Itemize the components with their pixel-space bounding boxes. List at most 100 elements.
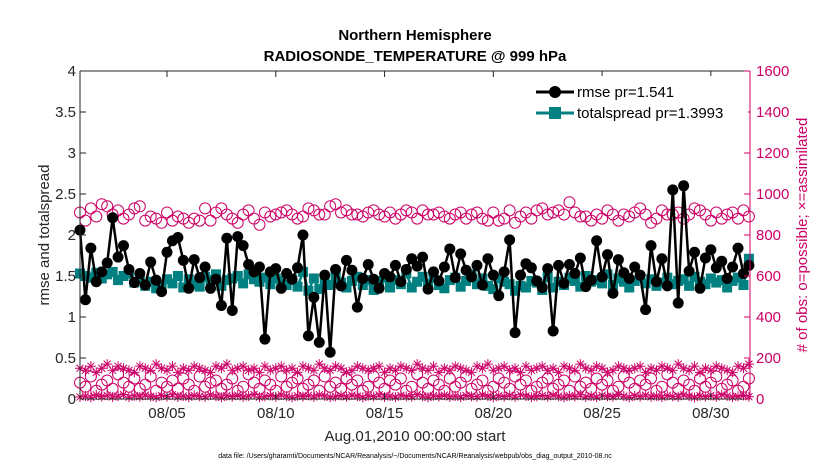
rmse-point: [732, 242, 744, 254]
x-tick-label: 08/05: [148, 405, 186, 422]
totalspread-point: [684, 280, 695, 291]
y-tick-label: 2: [68, 227, 76, 244]
rmse-point: [743, 259, 755, 271]
rmse-point: [384, 271, 396, 283]
rmse-point: [351, 301, 363, 313]
rmse-point: [487, 269, 499, 281]
obs-assimilated-point: [689, 392, 700, 403]
obs-possible-point: [558, 374, 571, 387]
totalspread-point: [259, 272, 270, 283]
totalspread-point: [352, 271, 363, 282]
totalspread-point: [412, 276, 423, 287]
totalspread-point: [727, 275, 738, 286]
y2-tick-label: 1600: [756, 63, 789, 80]
obs-possible-point: [112, 204, 125, 217]
rmse-point: [515, 269, 527, 281]
rmse-point: [134, 268, 146, 280]
obs-possible-point: [476, 374, 489, 387]
rmse-point: [607, 287, 619, 299]
y2-axis-label: # of obs: o=possible; ×=assimilated: [794, 118, 811, 353]
rmse-point: [634, 269, 646, 281]
obs-assimilated-point: [102, 359, 113, 370]
totalspread-point: [743, 253, 754, 264]
rmse-point: [683, 265, 695, 277]
rmse-point: [705, 244, 717, 256]
totalspread-point: [428, 272, 439, 283]
rmse-point: [661, 280, 673, 292]
obs-assimilated-point: [412, 359, 423, 370]
obs-assimilated-point: [423, 365, 434, 376]
totalspread-point: [325, 280, 336, 291]
rmse-point: [694, 282, 706, 294]
rmse-point: [297, 229, 309, 241]
rmse-point: [373, 282, 385, 294]
totalspread-point: [390, 275, 401, 286]
x-tick-label: 08/15: [366, 405, 404, 422]
x-tick-label: 08/10: [257, 405, 295, 422]
obs-assimilated-point: [499, 361, 510, 372]
totalspread-point: [270, 273, 281, 284]
obs-assimilated-point: [531, 391, 542, 402]
rmse-point: [253, 261, 265, 273]
rmse-point: [308, 291, 320, 303]
rmse-point: [422, 283, 434, 295]
obs-possible-point: [101, 374, 114, 387]
obs-possible-point: [84, 202, 97, 215]
rmse-point: [656, 253, 668, 265]
legend: rmse pr=1.541 totalspread pr=1.3993: [530, 76, 748, 128]
obs-assimilated-point: [96, 363, 107, 374]
rmse-point: [226, 304, 238, 316]
totalspread-point: [520, 282, 531, 293]
totalspread-point: [705, 273, 716, 284]
totalspread-point: [346, 275, 357, 286]
rmse-point: [542, 263, 554, 275]
obs-assimilated-point: [140, 363, 151, 374]
totalspread-point: [548, 282, 559, 293]
obs-assimilated-point: [743, 359, 754, 370]
rmse-point: [411, 260, 423, 272]
obs-assimilated-point: [249, 363, 260, 374]
totalspread-point: [689, 271, 700, 282]
rmse-point: [400, 263, 412, 275]
obs-assimilated-point: [624, 392, 635, 403]
obs-assimilated-point: [167, 361, 178, 372]
totalspread-point: [292, 281, 303, 292]
obs-possible-point: [209, 374, 222, 387]
rmse-point: [270, 263, 282, 275]
rmse-point: [259, 333, 271, 345]
rmse-point: [330, 263, 342, 275]
obs-assimilated-point: [205, 367, 216, 378]
rmse-point: [123, 263, 135, 275]
rmse-point: [183, 282, 195, 294]
obs-assimilated-point: [684, 365, 695, 376]
rmse-point: [340, 254, 352, 266]
obs-possible-point: [204, 214, 217, 227]
obs-assimilated-point: [259, 391, 270, 402]
totalspread-point: [276, 275, 287, 286]
obs-assimilated-point: [107, 391, 118, 402]
obs-assimilated-point: [254, 367, 265, 378]
rmse-point: [558, 277, 570, 289]
totalspread-point: [227, 273, 238, 284]
totalspread-point: [493, 273, 504, 284]
totalspread-point: [624, 282, 635, 293]
obs-assimilated-point: [423, 392, 434, 403]
rmse-point: [689, 246, 701, 258]
rmse-point: [362, 259, 374, 271]
obs-possible-point: [269, 208, 282, 221]
obs-possible-point: [465, 208, 478, 221]
obs-assimilated-point: [493, 390, 504, 401]
totalspread-point: [722, 282, 733, 293]
rmse-point: [145, 256, 157, 268]
y-tick-label: 3.5: [55, 104, 76, 121]
series-rmse: [74, 180, 755, 358]
obs-assimilated-point: [172, 367, 183, 378]
x-axis-ticks: 08/05 08/10 08/15 08/20 08/25 08/30: [148, 71, 730, 422]
series-layer: [74, 180, 755, 403]
y2-tick-label: 400: [756, 309, 781, 326]
rmse-point: [612, 254, 624, 266]
obs-assimilated-point: [597, 363, 608, 374]
obs-assimilated-point: [129, 367, 140, 378]
obs-assimilated-point: [738, 363, 749, 374]
obs-assimilated-point: [526, 392, 537, 403]
